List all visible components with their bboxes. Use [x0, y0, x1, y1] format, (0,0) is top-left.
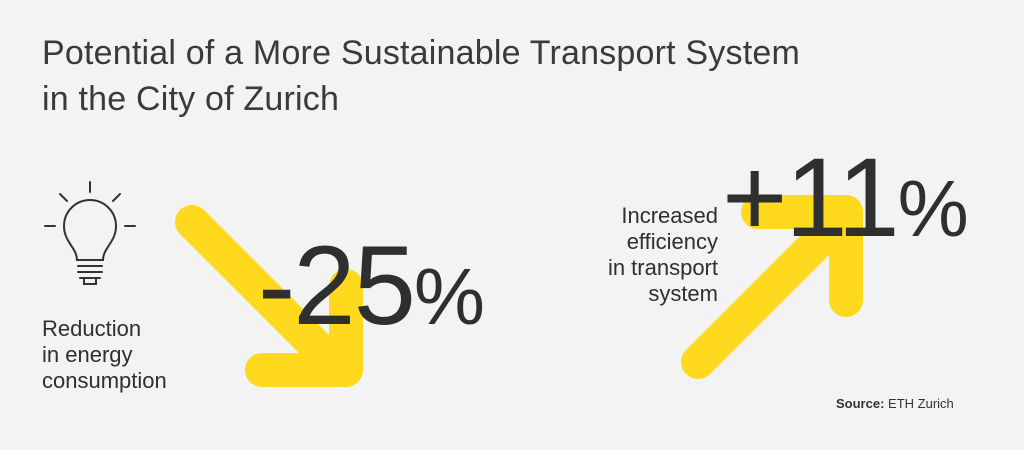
- energy-reduction-unit: %: [413, 252, 486, 341]
- efficiency-increase-value: +11: [722, 135, 900, 260]
- arrow-up-graphic: [681, 195, 863, 379]
- efficiency-increase-stat: +11%: [722, 142, 969, 254]
- efficiency-increase-unit: %: [897, 164, 969, 253]
- energy-reduction-value: -25: [258, 223, 416, 348]
- label-line: system: [648, 281, 718, 306]
- source-credit: Source: ETH Zurich: [836, 396, 954, 411]
- lightbulb-icon: [44, 181, 136, 285]
- source-name: ETH Zurich: [888, 396, 954, 411]
- label-line: Increased: [621, 203, 718, 228]
- arrow-down-graphic: [175, 205, 363, 387]
- label-line: in energy: [42, 342, 133, 367]
- efficiency-increase-label: Increased efficiency in transport system: [560, 203, 718, 307]
- label-line: efficiency: [626, 229, 718, 254]
- label-line: in transport: [607, 255, 718, 280]
- title-line-2: in the City of Zurich: [42, 80, 340, 118]
- source-prefix: Source:: [836, 396, 885, 411]
- page-title: Potential of a More Sustainable Transpor…: [42, 30, 800, 122]
- label-line: Reduction: [42, 316, 142, 341]
- title-line-1: Potential of a More Sustainable Transpor…: [42, 34, 800, 72]
- label-line: consumption: [42, 368, 167, 393]
- energy-reduction-stat: -25%: [258, 230, 485, 342]
- energy-reduction-label: Reduction in energy consumption: [42, 316, 167, 394]
